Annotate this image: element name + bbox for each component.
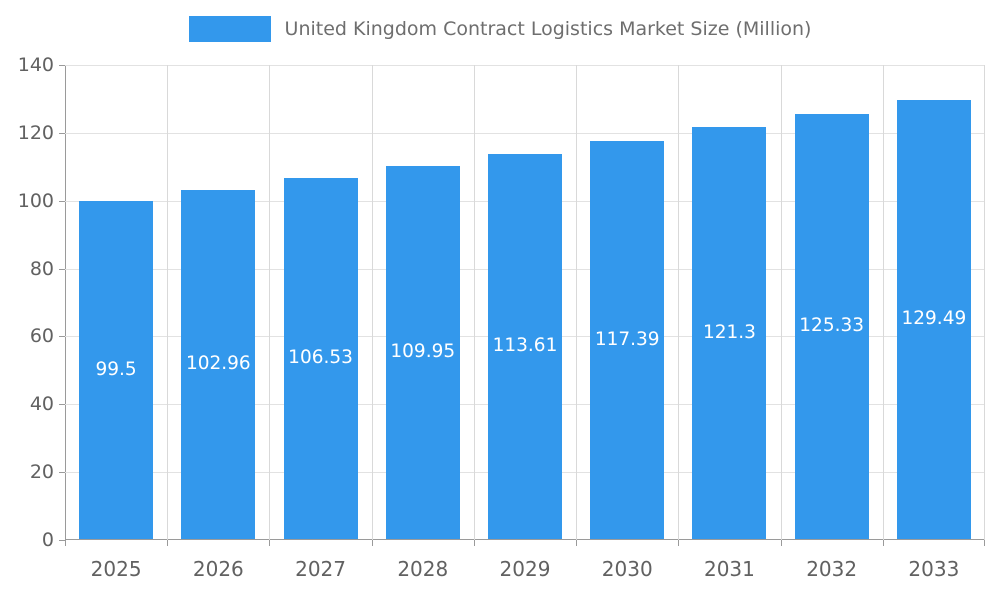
y-tick-label: 140	[17, 54, 54, 76]
x-tick-label: 2028	[397, 557, 449, 581]
x-tick-mark	[269, 540, 270, 546]
bar	[283, 178, 358, 539]
bar-value-label: 109.95	[390, 341, 456, 363]
x-tick-mark	[65, 540, 66, 546]
gridline-horizontal	[65, 133, 985, 134]
bar	[488, 154, 562, 539]
bar	[794, 114, 869, 539]
y-tick-mark	[59, 201, 65, 202]
legend-swatch	[188, 16, 271, 42]
bar-value-label: 99.5	[95, 359, 137, 381]
x-tick-label: 2031	[703, 557, 755, 581]
bar	[385, 166, 460, 539]
y-tick-mark	[59, 133, 65, 134]
legend-label: United Kingdom Contract Logistics Market…	[284, 18, 812, 40]
y-tick-label: 40	[29, 393, 54, 416]
gridline-vertical	[372, 65, 373, 540]
bar-value-label: 125.33	[799, 315, 865, 337]
x-tick-mark	[576, 540, 577, 546]
x-tick-label: 2025	[90, 557, 142, 581]
x-tick-label: 2026	[192, 557, 244, 581]
y-tick-label: 80	[29, 257, 54, 280]
legend: United Kingdom Contract Logistics Market…	[0, 16, 1000, 42]
x-tick-mark	[781, 540, 782, 546]
y-tick-label: 0	[41, 529, 54, 551]
x-tick-label: 2030	[601, 557, 653, 581]
bar-value-label: 102.96	[185, 353, 251, 375]
x-tick-label: 2027	[295, 557, 346, 581]
y-axis-line	[65, 65, 66, 540]
bar	[692, 127, 767, 539]
y-tick-mark	[59, 404, 65, 405]
gridline-vertical	[576, 65, 577, 540]
bar	[79, 201, 154, 539]
x-tick-label: 2032	[806, 557, 858, 581]
gridline-vertical	[678, 65, 679, 540]
gridline-vertical	[474, 65, 475, 540]
bar-value-label: 129.49	[901, 308, 967, 330]
bar-value-label: 117.39	[594, 328, 660, 350]
bar	[896, 100, 971, 539]
x-tick-mark	[984, 540, 985, 546]
y-tick-mark	[59, 65, 65, 66]
bar	[181, 190, 256, 539]
bar-value-label: 113.61	[492, 335, 558, 357]
gridline-horizontal	[65, 65, 985, 66]
gridline-vertical	[984, 65, 985, 540]
bar	[590, 141, 665, 539]
y-tick-label: 60	[29, 325, 54, 348]
y-tick-mark	[59, 472, 65, 473]
y-tick-label: 20	[29, 461, 54, 484]
y-tick-label: 120	[17, 121, 54, 144]
gridline-vertical	[781, 65, 782, 540]
y-tick-mark	[59, 336, 65, 337]
gridline-vertical	[167, 65, 168, 540]
gridline-vertical	[269, 65, 270, 540]
y-tick-mark	[59, 540, 65, 541]
x-tick-mark	[678, 540, 679, 546]
bar-value-label: 106.53	[288, 347, 353, 369]
x-tick-label: 2029	[499, 557, 551, 581]
plot-area: 99.5 102.96 106.53 109.95 113.61 117.39 121.3 1…	[65, 65, 985, 540]
x-axis-line	[65, 539, 985, 540]
x-tick-mark	[474, 540, 475, 546]
y-tick-label: 100	[17, 189, 54, 212]
y-tick-mark	[59, 269, 65, 270]
gridline-vertical	[883, 65, 884, 540]
bar-value-label: 121.3	[702, 322, 756, 344]
x-tick-mark	[883, 540, 884, 546]
x-tick-mark	[167, 540, 168, 546]
x-tick-mark	[372, 540, 373, 546]
x-tick-label: 2033	[908, 557, 960, 581]
